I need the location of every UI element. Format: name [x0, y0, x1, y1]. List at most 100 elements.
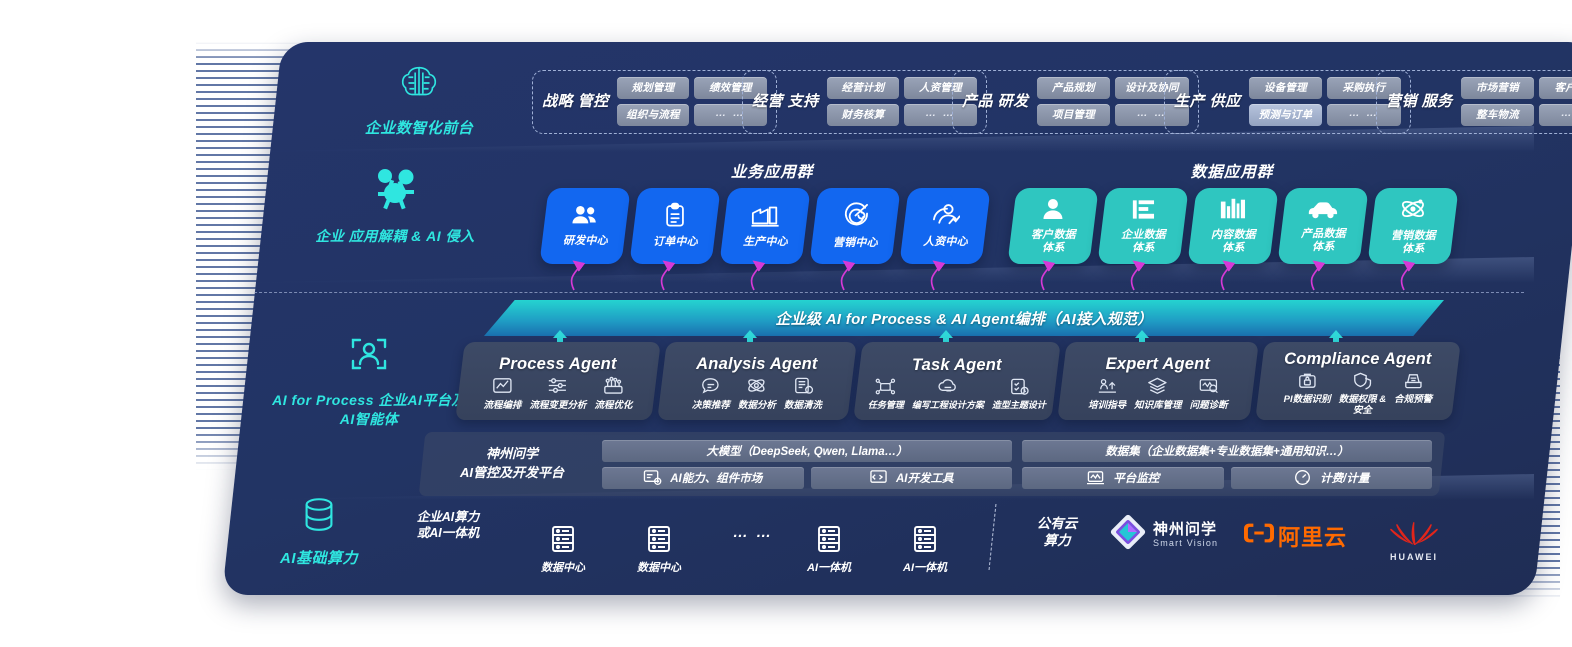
governance-chip[interactable]: 整车物流 [1460, 104, 1535, 126]
agent-item[interactable]: 流程编排 [479, 376, 525, 411]
app-card-rd-center[interactable]: 研发中心 [539, 188, 631, 264]
governance-chip[interactable]: 财务核算 [826, 104, 900, 126]
agent-card-analysis[interactable]: Analysis Agent 决策推荐 数据分析 数据清洗 [657, 342, 857, 420]
checklist-clock-icon [1008, 377, 1029, 398]
governance-chip[interactable]: 客户关系 [1539, 77, 1572, 99]
governance-chip[interactable]: 规划管理 [616, 77, 690, 99]
agent-item[interactable]: 合规预警 [1390, 371, 1436, 406]
up-arrow-icon [743, 330, 757, 352]
governance-group-3[interactable]: 生产 供应 设备管理 采购执行 预测与订单 … … [1164, 70, 1411, 134]
agent-item[interactable]: 任务管理 [864, 377, 908, 410]
agent-item[interactable]: 数据清洗 [780, 376, 826, 411]
infra-item-datacenter-2[interactable]: 数据中心 [614, 510, 704, 575]
rail-front-office: 企业数智化前台 [314, 60, 524, 139]
platform-right-column: 数据集（企业数据集+专业数据集+通用知识…） 平台监控 [1022, 439, 1442, 489]
building-icon [1131, 197, 1156, 226]
platform-bar-label: 平台监控 [1113, 472, 1160, 485]
alert-tray-icon [1403, 371, 1424, 394]
platform-bar-monitoring[interactable]: 平台监控 [1022, 466, 1224, 489]
brand-title: 阿里云 [1278, 525, 1348, 550]
rail-label: AI基础算力 [279, 550, 358, 567]
app-card-label: 人资中心 [922, 236, 968, 249]
infra-item-datacenter-1[interactable]: 数据中心 [518, 510, 608, 575]
governance-group-2[interactable]: 产品 研发 产品规划 设计及协同 项目管理 … … [952, 70, 1199, 134]
brand-shenzhou-wenxue[interactable]: 神州问学 Smart Vision [1110, 514, 1218, 555]
rail-ai-for-process: AI for Process 企业AI平台及 AI智能体 [264, 330, 474, 429]
app-card-enterprise-data[interactable]: 企业数据 体系 [1097, 188, 1189, 264]
agent-item[interactable]: 培训指导 [1084, 376, 1130, 411]
infra-item-ai-appliance-2[interactable]: AI一体机 [880, 510, 970, 575]
infra-label: AI一体机 [903, 561, 947, 574]
infra-label: … … [732, 524, 774, 541]
agent-item[interactable]: 数据分析 [734, 376, 780, 411]
agent-title: Process Agent [499, 354, 617, 373]
platform-bar-dev-tools[interactable]: AI开发工具 [810, 466, 1012, 489]
car-icon [1307, 198, 1339, 225]
agent-item[interactable]: 问题诊断 [1186, 376, 1232, 411]
governance-chip[interactable]: 设备管理 [1248, 77, 1323, 99]
infra-label: 公有云 算力 [1036, 516, 1078, 548]
agent-item-label: 数据分析 [737, 399, 776, 411]
app-card-production-center[interactable]: 生产中心 [719, 188, 811, 264]
rail-label: AI for Process 企业AI平台及 AI智能体 [272, 392, 466, 427]
ai-platform-strip: 神州问学 AI管控及开发平台 大模型（DeepSeek, Qwen, Llama… [418, 432, 1446, 496]
gauge-icon [1293, 469, 1312, 486]
app-card-label: 企业数据 体系 [1120, 228, 1166, 254]
infra-item-ai-appliance-1[interactable]: AI一体机 [784, 510, 874, 575]
brand-huawei[interactable]: HUAWEI [1388, 512, 1440, 562]
cloud-write-icon [937, 377, 958, 398]
agent-item[interactable]: 知识库管理 [1130, 376, 1186, 411]
agent-item[interactable]: 流程变更分析 [525, 376, 590, 411]
governance-chip[interactable]: 产品规划 [1036, 77, 1111, 99]
governance-chip[interactable]: 经营计划 [826, 77, 900, 99]
rail-label: 企业数智化前台 [364, 120, 474, 137]
platform-bar-label: 数据集（企业数据集+专业数据集+通用知识…） [1105, 445, 1349, 458]
governance-group-4[interactable]: 营销 服务 市场营销 客户关系 整车物流 … … [1376, 70, 1572, 134]
agent-title: Analysis Agent [696, 354, 818, 373]
agent-item-label: 知识库管理 [1134, 399, 1182, 411]
platform-bar-billing[interactable]: 计费/计量 [1230, 466, 1432, 489]
app-card-marketing-center[interactable]: 营销中心 [809, 188, 901, 264]
app-card-customer-data[interactable]: 客户数据 体系 [1007, 188, 1099, 264]
agent-title: Expert Agent [1105, 354, 1211, 373]
app-card-hr-center[interactable]: 人资中心 [899, 188, 991, 264]
ai-person-scan-icon [264, 330, 474, 383]
agent-card-process[interactable]: Process Agent 流程编排 流程变更分析 流程优化 [455, 342, 661, 420]
layers-icon [1147, 376, 1168, 399]
diagnose-icon [1198, 376, 1219, 399]
governance-chip-more[interactable]: … … [1539, 104, 1572, 126]
governance-chip[interactable]: 组织与流程 [616, 104, 690, 126]
app-card-order-center[interactable]: 订单中心 [629, 188, 721, 264]
infra-item-public-cloud: 公有云 算力 [1012, 516, 1102, 550]
brand-aliyun[interactable]: 阿里云 [1244, 520, 1347, 552]
agent-item[interactable]: 决策推荐 [688, 376, 734, 411]
agent-item-label: 任务管理 [867, 400, 904, 410]
brand-subtitle: Smart Vision [1153, 537, 1219, 548]
agent-item[interactable]: 数据权限 & 安全 [1335, 371, 1391, 417]
governance-chip[interactable]: 项目管理 [1036, 104, 1111, 126]
governance-title: 产品 研发 [962, 92, 1029, 110]
platform-bar-label: AI开发工具 [896, 472, 954, 485]
platform-bar-component-market[interactable]: AI能力、组件市场 [602, 466, 804, 489]
governance-group-1[interactable]: 经营 支持 经营计划 人资管理 财务核算 … … [742, 70, 987, 134]
agent-item[interactable]: 编写工程设计方案 [908, 377, 988, 410]
agent-item[interactable]: PI数据识别 [1280, 371, 1335, 406]
agent-item[interactable]: 流程优化 [590, 376, 636, 411]
agent-card-task[interactable]: Task Agent 任务管理 编写工程设计方案 造型主题设计 [853, 342, 1061, 420]
platform-bar-dataset[interactable]: 数据集（企业数据集+专业数据集+通用知识…） [1022, 439, 1432, 462]
app-card-content-data[interactable]: 内容数据 体系 [1187, 188, 1279, 264]
flow-chart-icon [492, 376, 513, 399]
id-badge-lock-icon [1297, 371, 1318, 394]
app-card-product-data[interactable]: 产品数据 体系 [1277, 188, 1369, 264]
sliders-icon [547, 376, 568, 399]
governance-chip[interactable]: 市场营销 [1460, 77, 1535, 99]
governance-chip[interactable]: 预测与订单 [1248, 104, 1323, 126]
agent-item[interactable]: 造型主题设计 [988, 377, 1050, 410]
agent-title: Task Agent [912, 355, 1002, 374]
agent-card-compliance[interactable]: Compliance Agent PI数据识别 数据权限 & 安全 合规预 [1255, 342, 1461, 420]
app-card-marketing-data[interactable]: 营销数据 体系 [1367, 188, 1459, 264]
governance-group-0[interactable]: 战略 管控 规划管理 绩效管理 组织与流程 … … [532, 70, 777, 134]
agent-card-expert[interactable]: Expert Agent 培训指导 知识库管理 问题诊断 [1057, 342, 1259, 420]
aliyun-logo [1244, 522, 1274, 550]
platform-bar-llm[interactable]: 大模型（DeepSeek, Qwen, Llama…） [602, 439, 1012, 462]
